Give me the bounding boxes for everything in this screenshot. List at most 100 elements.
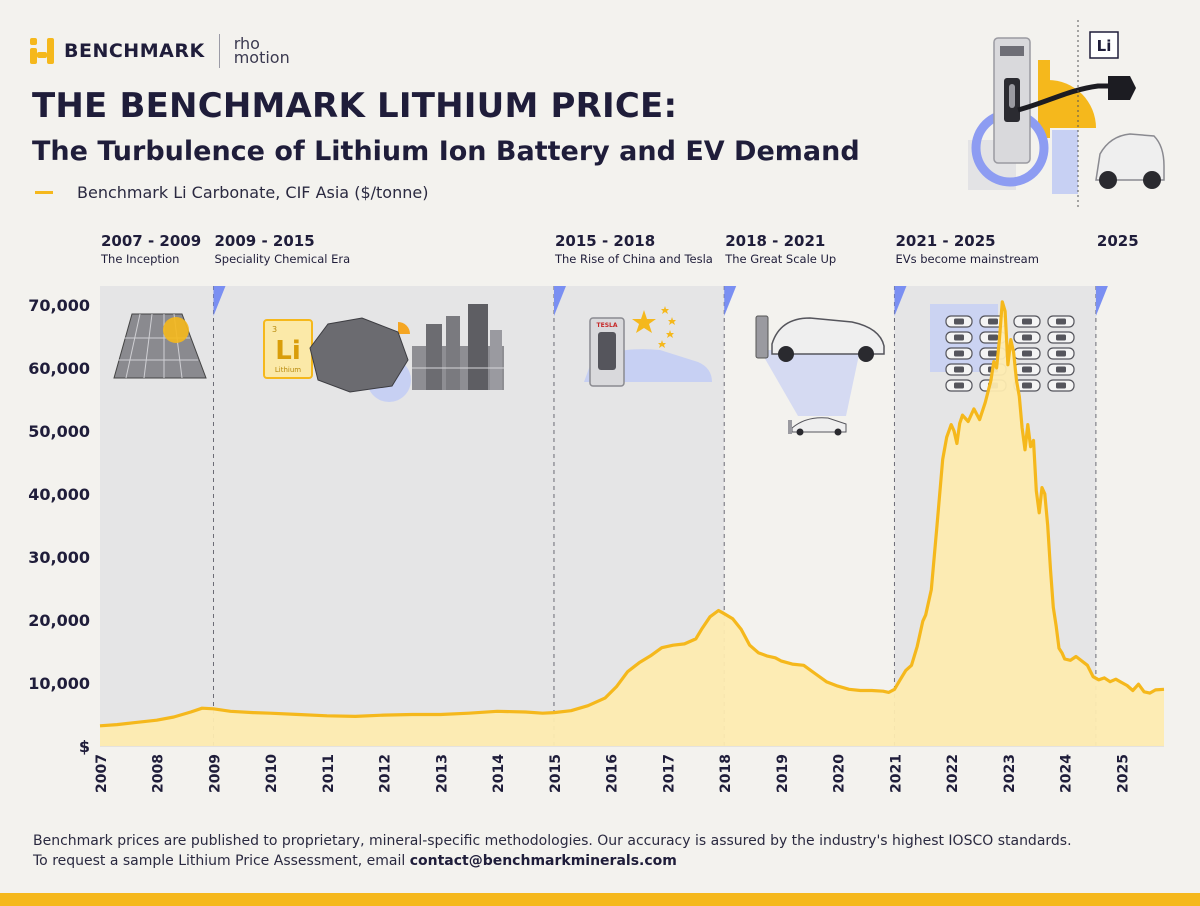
x-tick-label: 2023	[1002, 754, 1018, 793]
x-tick-label: 2013	[434, 754, 450, 793]
rho-motion-line2: motion	[233, 48, 290, 67]
parked-car-roof	[1022, 334, 1032, 341]
parked-car-roof	[1022, 318, 1032, 325]
era-marker	[894, 286, 907, 316]
lithium-element-symbol: Li	[275, 336, 300, 366]
benchmark-logo: BENCHMARK rho motion	[30, 34, 290, 68]
era-years-label: 2007 - 2009	[101, 232, 201, 250]
orange-quarter-decoration	[398, 322, 410, 334]
y-tick-label: 30,000	[28, 548, 90, 567]
hero-car-wheel	[1099, 171, 1117, 189]
footer-line-1: Benchmark prices are published to propri…	[33, 833, 1072, 849]
lithium-price-chart: 2007 - 2009 The Inception 2009 - 2015 Speci…	[28, 232, 1165, 793]
parked-car-roof	[1056, 366, 1066, 373]
charger-cable	[1017, 83, 1114, 113]
y-tick-label: 20,000	[28, 611, 90, 630]
charger-top	[1000, 46, 1024, 56]
hero-blue-block	[1052, 130, 1078, 194]
x-tick-label: 2008	[151, 754, 167, 793]
era-years-label: 2018 - 2021	[725, 232, 825, 250]
lithium-element-name: Lithium	[275, 366, 301, 374]
brand-name: BENCHMARK	[64, 40, 205, 62]
footer-line-2-text: To request a sample Lithium Price Assess…	[33, 853, 410, 869]
lithium-ore-rock-icon	[309, 317, 409, 393]
parked-car-roof	[1056, 334, 1066, 341]
era-markers	[213, 286, 1108, 316]
legend-label: Benchmark Li Carbonate, CIF Asia ($/tonn…	[77, 183, 429, 202]
era-name-label: The Rise of China and Tesla	[554, 252, 713, 266]
li-badge	[1089, 31, 1119, 59]
era-marker	[1095, 286, 1108, 316]
x-tick-label: 2020	[832, 754, 848, 793]
parked-car-roof	[1022, 366, 1032, 373]
parked-car-roof	[1056, 382, 1066, 389]
era-name-label: The Great Scale Up	[724, 252, 836, 266]
y-axis-labels: $10,000 20,000 30,000 40,000 50,000 60,000 70,…	[28, 296, 90, 756]
li-badge-text: Li	[1097, 37, 1112, 55]
x-tick-label: 2015	[548, 754, 564, 793]
era-years-label: 2021 - 2025	[895, 232, 995, 250]
solar-panel-icon	[113, 313, 207, 379]
era-marker	[553, 286, 566, 316]
footer-note: Benchmark prices are published to propri…	[33, 831, 1072, 871]
page-subtitle: The Turbulence of Lithium Ion Battery an…	[32, 136, 860, 167]
parked-car-roof	[1022, 382, 1032, 389]
x-tick-label: 2016	[605, 754, 621, 793]
rho-motion-logo: rho motion	[233, 34, 290, 67]
y-tick-label: 10,000	[28, 674, 90, 693]
y-tick-label: $	[79, 737, 90, 756]
page-title: THE BENCHMARK LITHIUM PRICE:	[32, 86, 678, 126]
era-name-label: EVs become mainstream	[895, 252, 1038, 266]
era-name-label: Speciality Chemical Era	[214, 252, 350, 266]
x-tick-label: 2009	[207, 754, 223, 793]
x-tick-label: 2024	[1059, 754, 1075, 793]
footer-line-2: To request a sample Lithium Price Assess…	[33, 851, 1072, 871]
charger-nozzle	[1009, 84, 1015, 108]
hero-car-icon	[1095, 133, 1165, 181]
x-tick-label: 2022	[945, 754, 961, 793]
era-years-label: 2025	[1097, 232, 1139, 250]
bottom-accent-bar	[0, 893, 1200, 906]
legend-swatch	[35, 191, 53, 194]
parked-car-roof	[988, 334, 998, 341]
parked-car-roof	[954, 382, 964, 389]
x-tick-label: 2025	[1115, 754, 1131, 793]
svg-text:3: 3	[272, 325, 277, 334]
hero-car-wheel	[1143, 171, 1161, 189]
parked-car-roof	[1022, 350, 1032, 357]
parked-car-roof	[988, 350, 998, 357]
chart-legend: Benchmark Li Carbonate, CIF Asia ($/tonn…	[35, 183, 428, 202]
x-tick-label: 2010	[264, 754, 280, 793]
x-tick-label: 2019	[775, 754, 791, 793]
x-tick-label: 2012	[378, 754, 394, 793]
x-tick-label: 2017	[661, 754, 677, 793]
price-series	[99, 300, 1165, 746]
china-stars-icon	[632, 306, 676, 348]
era-marker	[724, 286, 737, 316]
era-marker	[213, 286, 226, 316]
logo-divider	[218, 34, 220, 68]
y-tick-label: 60,000	[28, 359, 90, 378]
x-tick-label: 2011	[321, 754, 337, 793]
rho-motion-line1: rho	[233, 34, 260, 53]
parked-car-roof	[954, 334, 964, 341]
parked-car-roof	[954, 366, 964, 373]
x-axis-labels: 2007 2008 2009 2010 2011 2012 2013 2014 2015 2016…	[94, 754, 1131, 793]
parked-car-roof	[954, 350, 964, 357]
y-tick-label: 50,000	[28, 422, 90, 441]
x-tick-label: 2007	[94, 754, 110, 793]
y-tick-label: 40,000	[28, 485, 90, 504]
era-years-label: 2015 - 2018	[555, 232, 655, 250]
x-tick-label: 2021	[888, 754, 904, 793]
era-name-label: The Inception	[100, 252, 179, 266]
benchmark-logo-icon	[30, 38, 58, 64]
parked-car-roof	[1056, 350, 1066, 357]
hero-yellow-arc	[1048, 80, 1096, 128]
contact-email-link[interactable]: contact@benchmarkminerals.com	[409, 853, 677, 869]
price-line	[99, 300, 1165, 728]
era-years-label: 2009 - 2015	[214, 232, 314, 250]
refinery-plant-icon	[412, 304, 504, 390]
charger-plug-icon	[1108, 76, 1136, 100]
tesla-supercharger-icon: TESLA	[584, 317, 712, 387]
price-area-fill	[100, 301, 1164, 746]
